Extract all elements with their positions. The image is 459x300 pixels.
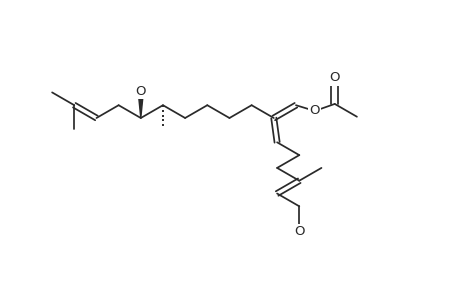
Text: O: O <box>293 225 304 238</box>
Text: O: O <box>309 104 319 118</box>
Text: O: O <box>135 85 146 98</box>
Polygon shape <box>138 94 143 118</box>
Text: O: O <box>329 71 339 84</box>
